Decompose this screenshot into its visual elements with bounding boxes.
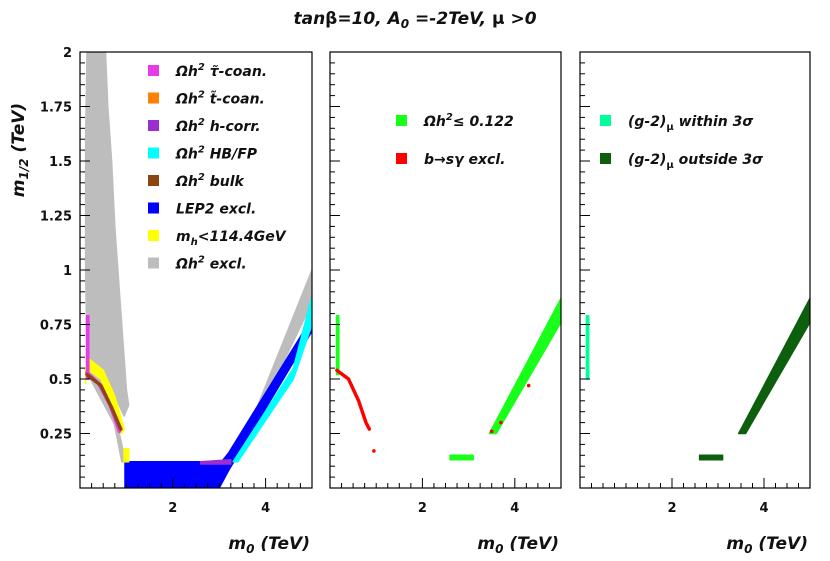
plot-area bbox=[335, 297, 561, 461]
y-tick-label: 1 bbox=[63, 264, 72, 279]
scatter-region-1 bbox=[449, 454, 474, 461]
scatter-region-7 bbox=[85, 315, 90, 380]
scatter-region-3 bbox=[232, 295, 312, 463]
scatter-point-4-0 bbox=[372, 449, 376, 453]
scatter-region-2 bbox=[585, 315, 590, 380]
scatter-point-4-3 bbox=[499, 420, 503, 425]
scatter-region-2 bbox=[335, 315, 340, 376]
legend-swatch bbox=[396, 153, 407, 164]
y-axis-label: m1/2 (TeV) bbox=[9, 103, 31, 197]
legend-swatch bbox=[148, 202, 159, 214]
legend-label: (g-2)μ within 3σ bbox=[628, 114, 753, 133]
legend-swatch bbox=[148, 120, 159, 131]
x-tick-label: 4 bbox=[261, 501, 270, 516]
legend-label: (g-2)μ outside 3σ bbox=[628, 152, 763, 171]
scatter-region-2 bbox=[124, 317, 312, 488]
scatter-region-6 bbox=[123, 448, 130, 463]
scatter-region-0 bbox=[737, 297, 810, 435]
legend-label: Ωh2 t̃-coan. bbox=[175, 90, 265, 108]
legend-label: mh<114.4GeV bbox=[176, 229, 287, 248]
y-tick-label: 1.25 bbox=[40, 210, 72, 225]
scatter-point-4-2 bbox=[526, 383, 531, 388]
x-tick-label: 2 bbox=[418, 501, 427, 516]
scatter-region-1 bbox=[698, 454, 724, 461]
scatter-band-3 bbox=[335, 368, 372, 431]
y-tick-label: 0.25 bbox=[40, 428, 72, 443]
legend: (g-2)μ within 3σ (g-2)μ outside 3σ bbox=[600, 114, 763, 171]
legend-swatch bbox=[148, 230, 159, 241]
legend-label: b→sγ excl. bbox=[424, 152, 505, 168]
legend-swatch bbox=[148, 175, 159, 186]
legend: Ωh2 τ̃-coan. Ωh2 t̃-coan. Ωh2 h-corr. Ωh2 H… bbox=[148, 62, 287, 273]
scatter-region-4 bbox=[199, 458, 232, 465]
legend-label: Ωh2≤ 0.122 bbox=[423, 112, 514, 130]
y-tick-label: 2 bbox=[63, 46, 72, 61]
legend-swatch bbox=[148, 147, 159, 159]
legend-swatch bbox=[396, 115, 407, 126]
panel-left: 2 4 0.25 0.5 0.75 1 1.25 1.5 1.75 2 m0 (TeV) Ωh2 τ̃… bbox=[40, 46, 313, 556]
panel-middle: 2 4 m0 (TeV) Ωh2≤ 0.122 b→sγ excl. bbox=[329, 51, 562, 556]
x-axis-label: m0 (TeV) bbox=[228, 534, 310, 556]
legend-swatch bbox=[148, 92, 159, 104]
legend-swatch bbox=[148, 257, 159, 269]
panel-right: 2 4 m0 (TeV) (g-2)μ within 3σ (g-2)μ outside… bbox=[579, 51, 811, 556]
y-tick-label: 1.75 bbox=[40, 101, 72, 116]
plot-area bbox=[83, 52, 312, 488]
legend-label: Ωh2 τ̃-coan. bbox=[175, 62, 267, 80]
y-tick-label: 0.75 bbox=[40, 319, 72, 334]
x-tick-label: 4 bbox=[510, 501, 519, 516]
y-tick-label: 1.5 bbox=[49, 155, 72, 170]
legend-label: Ωh2 HB/FP bbox=[175, 145, 258, 163]
legend: Ωh2≤ 0.122 b→sγ excl. bbox=[396, 112, 514, 168]
scatter-point-4-1 bbox=[489, 429, 494, 434]
x-tick-label: 2 bbox=[168, 501, 177, 516]
x-axis-label: m0 (TeV) bbox=[477, 534, 559, 556]
figure-title: tanβ=10, A0 =-2TeV, μ >0 bbox=[293, 9, 536, 31]
legend-label: Ωh2 h-corr. bbox=[175, 117, 261, 135]
plot-area bbox=[585, 297, 810, 461]
legend-swatch bbox=[600, 115, 611, 126]
legend-label: Ωh2 excl. bbox=[175, 255, 247, 273]
scatter-band-9 bbox=[85, 372, 123, 431]
x-axis-label: m0 (TeV) bbox=[726, 534, 808, 556]
scatter-region-0 bbox=[488, 297, 561, 435]
x-tick-label: 2 bbox=[667, 501, 676, 516]
x-tick-label: 4 bbox=[759, 501, 768, 516]
legend-label: LEP2 excl. bbox=[176, 202, 256, 218]
legend-swatch bbox=[148, 65, 159, 76]
y-tick-label: 0.5 bbox=[49, 373, 72, 388]
legend-label: Ωh2 bulk bbox=[175, 172, 246, 190]
legend-swatch bbox=[600, 153, 611, 164]
